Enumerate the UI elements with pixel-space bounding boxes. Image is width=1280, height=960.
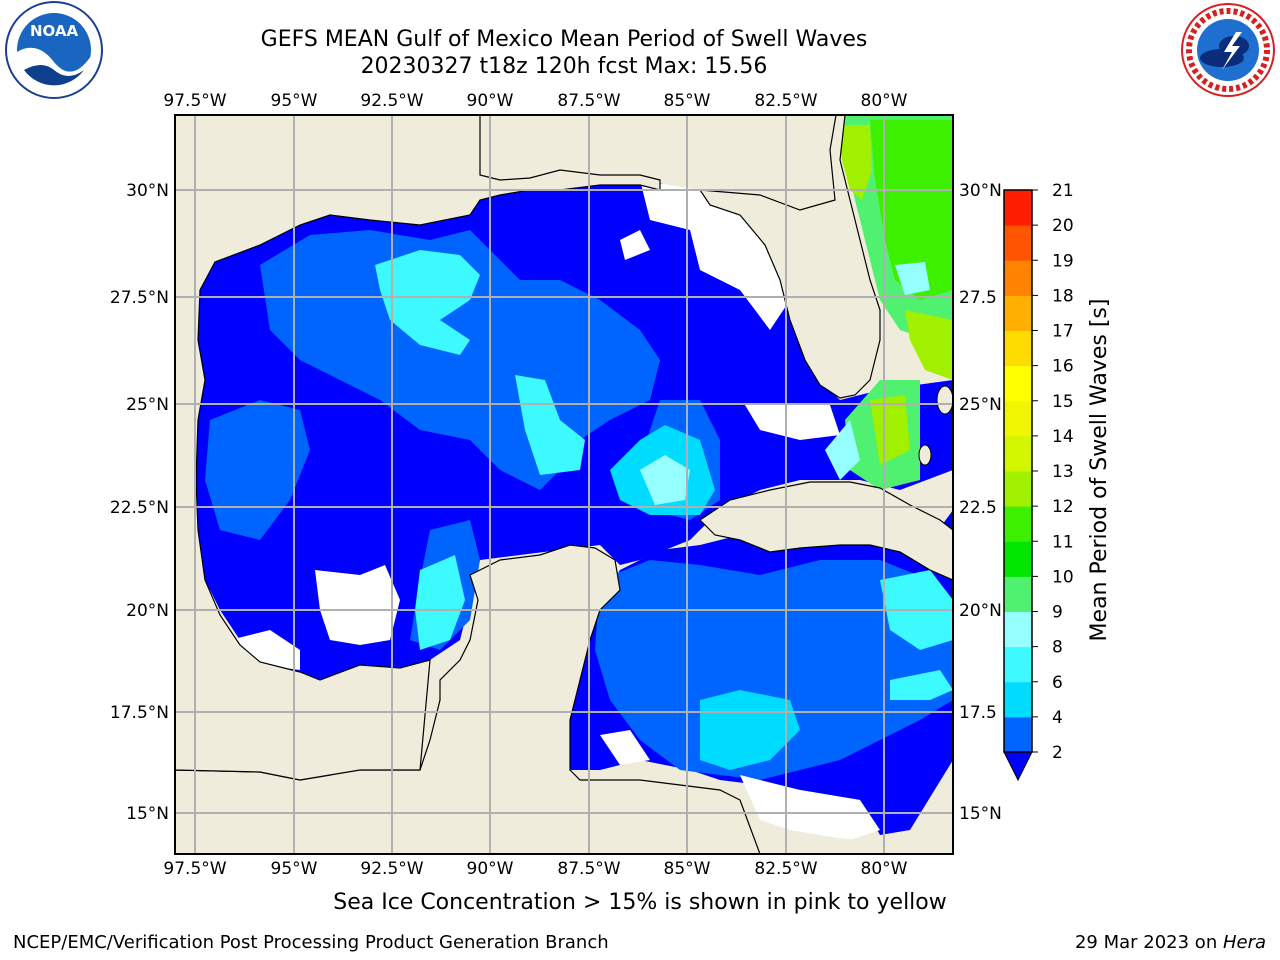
graticule [175, 115, 953, 854]
colorbar-tick-label: 19 [1052, 251, 1074, 271]
lon-label: 80°W [861, 91, 908, 111]
colorbar-segment [1004, 260, 1032, 296]
credit-host: Hera [1222, 932, 1266, 953]
colorbar-segment [1004, 365, 1032, 402]
lat-label: 17.5 [959, 703, 997, 723]
lat-label: 20°N [959, 601, 1002, 621]
lon-labels-bottom: 97.5°W 95°W 92.5°W 90°W 87.5°W 85°W 82.5… [163, 859, 907, 879]
lat-label: 25°N [126, 395, 169, 415]
lat-labels-left: 30°N 27.5°N 25°N 22.5°N 20°N 17.5°N 15°N [110, 181, 169, 824]
central-america [760, 820, 880, 854]
map-title: GEFS MEAN Gulf of Mexico Mean Period of … [260, 27, 868, 52]
colorbar-segment [1004, 190, 1032, 226]
colorbar-label: Mean Period of Swell Waves [s] [1087, 299, 1112, 642]
colorbar-tick-label: 10 [1052, 567, 1074, 587]
colorbar-segment [1004, 225, 1032, 261]
lat-label: 15°N [959, 804, 1002, 824]
colorbar-tick-label: 13 [1052, 462, 1074, 482]
lon-labels-top: 97.5°W 95°W 92.5°W 90°W 87.5°W 85°W 82.5… [163, 91, 907, 111]
colorbar-segment [1004, 330, 1032, 367]
lon-label: 87.5°W [557, 91, 620, 111]
colorbar-tick-label: 12 [1052, 497, 1074, 517]
lon-label: 95°W [271, 859, 318, 879]
lat-label: 30°N [126, 181, 169, 201]
colorbar-tick-label: 8 [1052, 638, 1063, 658]
colorbar-tick-label: 9 [1052, 603, 1063, 623]
lat-label: 30°N [959, 181, 1002, 201]
lon-label: 97.5°W [163, 859, 226, 879]
lat-label: 22.5 [959, 498, 997, 518]
lat-label: 15°N [126, 804, 169, 824]
colorbar-tick-label: 15 [1052, 392, 1074, 412]
lat-label: 27.5°N [110, 288, 169, 308]
colorbar-tick-label: 6 [1052, 673, 1063, 693]
colorbar-tick-label: 21 [1052, 181, 1074, 201]
lon-label: 80°W [861, 859, 908, 879]
colorbar-tick-label: 16 [1052, 357, 1074, 377]
colorbar-extend-arrow [1003, 751, 1033, 782]
lon-label: 85°W [664, 859, 711, 879]
map-frame [174, 114, 954, 855]
map-subtitle: 20230327 t18z 120h fcst Max: 15.56 [360, 54, 768, 79]
colorbar-segment [1004, 681, 1032, 718]
lat-label: 20°N [126, 601, 169, 621]
colorbar-segment [1004, 576, 1032, 612]
colorbar-tick-label: 20 [1052, 216, 1074, 236]
lon-label: 90°W [467, 91, 514, 111]
colorbar-tick-label: 2 [1052, 743, 1063, 763]
colorbar-segment [1004, 611, 1032, 648]
colorbar-tick-label: 17 [1052, 322, 1074, 342]
colorbar-tick-label: 4 [1052, 708, 1063, 728]
lon-label: 97.5°W [163, 91, 226, 111]
florida [698, 115, 881, 399]
colorbar-segment [1004, 435, 1032, 472]
colorbar-segment [1004, 400, 1032, 437]
mexico-texas [175, 115, 661, 781]
colorbar-segment [1004, 541, 1032, 577]
colorbar: 2 4 6 8 9 10 11 12 13 14 15 16 17 18 19 20 21 [1003, 181, 1074, 782]
sea-ice-note: Sea Ice Concentration > 15% is shown in … [333, 890, 947, 915]
nws-logo [1181, 3, 1275, 97]
lat-labels-right: 30°N 27.5 25°N 22.5 20°N 17.5 15°N [959, 181, 1002, 824]
lon-label: 95°W [271, 91, 318, 111]
lat-label: 25°N [959, 395, 1002, 415]
lat-label: 22.5°N [110, 498, 169, 518]
colorbar-segment [1004, 646, 1032, 683]
colorbar-segment [1004, 506, 1032, 542]
colorbar-tick-label: 18 [1052, 286, 1074, 306]
lon-label: 90°W [467, 859, 514, 879]
colorbar-tick-label: 14 [1052, 427, 1074, 447]
noaa-logo-text: NOAA [30, 22, 79, 40]
lon-label: 85°W [664, 91, 711, 111]
lon-label: 92.5°W [360, 91, 423, 111]
map-area [175, 115, 953, 854]
colorbar-segment [1004, 295, 1032, 331]
colorbar-segment [1004, 716, 1032, 753]
credit-date: 29 Mar 2023 on [1074, 932, 1223, 953]
colorbar-tick-label: 11 [1052, 532, 1074, 552]
lon-label: 92.5°W [360, 859, 423, 879]
lon-label: 87.5°W [557, 859, 620, 879]
colorbar-segment [1004, 471, 1032, 507]
lat-label: 17.5°N [110, 703, 169, 723]
lon-label: 82.5°W [754, 91, 817, 111]
credit-right: 29 Mar 2023 on Hera [1075, 932, 1266, 953]
lon-label: 82.5°W [754, 859, 817, 879]
lat-label: 27.5 [959, 288, 997, 308]
noaa-logo: NOAA [5, 1, 103, 99]
credit-left: NCEP/EMC/Verification Post Processing Pr… [13, 932, 609, 953]
